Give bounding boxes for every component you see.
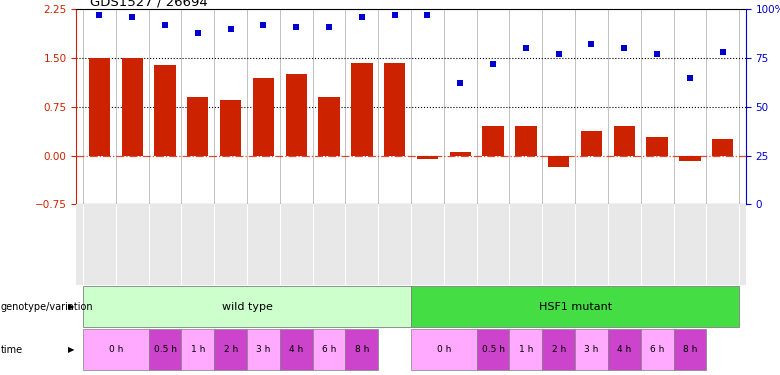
Text: 0 h: 0 h	[437, 345, 451, 354]
Bar	[313, 329, 346, 370]
Point	[356, 14, 368, 20]
Text: 4 h: 4 h	[617, 345, 632, 354]
Point	[93, 12, 105, 18]
Text: 2 h: 2 h	[551, 345, 565, 354]
Bar	[614, 126, 635, 156]
Text: 2 h: 2 h	[224, 345, 238, 354]
Text: 3 h: 3 h	[584, 345, 599, 354]
Bar	[384, 63, 406, 156]
Point	[717, 49, 729, 55]
Bar	[83, 329, 149, 370]
Text: ▶: ▶	[68, 302, 74, 311]
Bar	[608, 329, 640, 370]
Text: 6 h: 6 h	[650, 345, 665, 354]
Point	[159, 22, 172, 28]
Bar	[477, 329, 509, 370]
Bar	[280, 329, 313, 370]
Point	[454, 81, 466, 87]
Bar	[89, 58, 110, 156]
Point	[487, 61, 499, 67]
Bar	[516, 126, 537, 156]
Text: 0 h: 0 h	[108, 345, 123, 354]
Bar	[215, 329, 247, 370]
Point	[519, 45, 532, 51]
Text: 6 h: 6 h	[322, 345, 336, 354]
Point	[421, 12, 434, 18]
Bar	[712, 140, 733, 156]
Text: ▶: ▶	[68, 345, 74, 354]
Bar	[122, 58, 143, 156]
Text: 8 h: 8 h	[355, 345, 369, 354]
Point	[192, 30, 204, 36]
Text: 4 h: 4 h	[289, 345, 303, 354]
Bar	[482, 126, 504, 156]
Bar	[247, 329, 280, 370]
Point	[323, 24, 335, 30]
Point	[290, 24, 303, 30]
Bar	[679, 156, 700, 161]
Bar	[83, 286, 411, 327]
Bar	[187, 97, 208, 156]
Point	[618, 45, 630, 51]
Bar	[154, 64, 176, 156]
Point	[225, 26, 237, 32]
Text: genotype/variation: genotype/variation	[1, 302, 94, 312]
Bar	[182, 329, 214, 370]
Bar	[253, 78, 274, 156]
Bar	[351, 63, 373, 156]
Bar	[647, 137, 668, 156]
Point	[683, 75, 697, 81]
Text: 0.5 h: 0.5 h	[154, 345, 176, 354]
Point	[552, 51, 565, 57]
Point	[257, 22, 270, 28]
Point	[126, 14, 139, 20]
Bar	[220, 100, 241, 156]
Bar	[417, 156, 438, 159]
Bar	[411, 286, 739, 327]
Bar	[548, 156, 569, 167]
Bar	[449, 152, 471, 156]
Text: 1 h: 1 h	[519, 345, 533, 354]
Text: time: time	[1, 345, 23, 355]
Bar	[542, 329, 575, 370]
Point	[651, 51, 663, 57]
Text: 0.5 h: 0.5 h	[481, 345, 505, 354]
Bar	[509, 329, 542, 370]
Point	[585, 42, 597, 48]
Text: 3 h: 3 h	[257, 345, 271, 354]
Bar	[673, 329, 707, 370]
Text: wild type: wild type	[222, 302, 272, 312]
Bar	[318, 97, 340, 156]
Bar	[581, 131, 602, 156]
Bar	[575, 329, 608, 370]
Bar	[149, 329, 182, 370]
Bar	[640, 329, 673, 370]
Point	[388, 12, 401, 18]
Bar	[285, 74, 307, 156]
Text: 8 h: 8 h	[682, 345, 697, 354]
Bar	[411, 329, 477, 370]
Text: 1 h: 1 h	[190, 345, 205, 354]
Bar	[346, 329, 378, 370]
Text: HSF1 mutant: HSF1 mutant	[538, 302, 612, 312]
Text: GDS1527 / 26694: GDS1527 / 26694	[90, 0, 207, 8]
